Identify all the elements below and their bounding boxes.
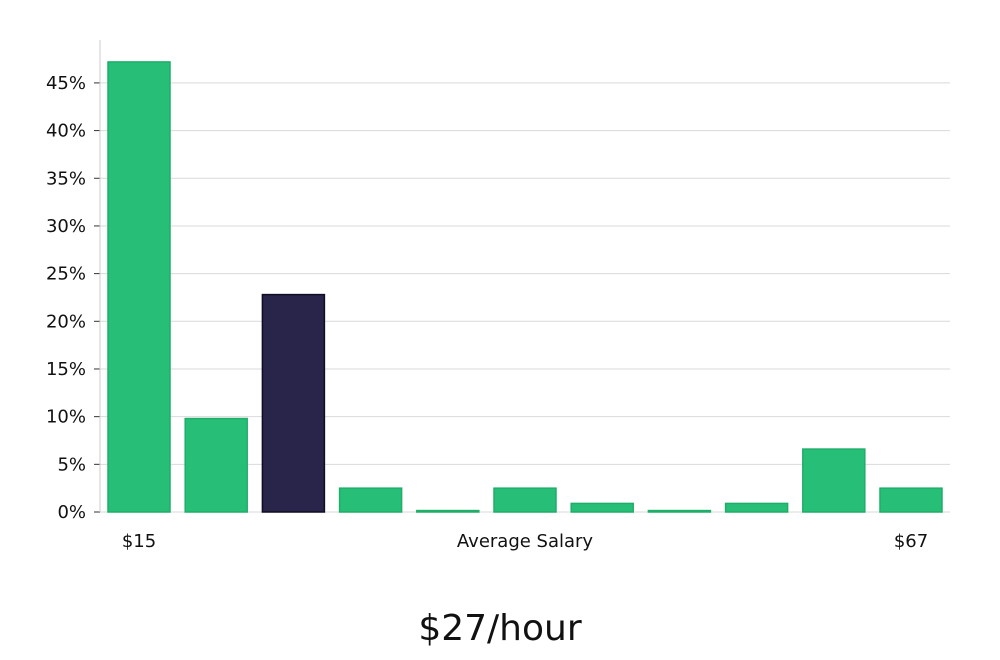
y-tick-label: 45% [46, 73, 86, 94]
y-tick-label: 30% [46, 216, 86, 237]
y-tick-label: 10% [46, 407, 86, 428]
bar [416, 509, 480, 513]
bar [338, 487, 403, 513]
y-tick-label: 0% [57, 502, 86, 523]
x-end-label: $67 [894, 531, 928, 552]
bar [647, 509, 712, 513]
bar [879, 487, 943, 513]
x-start-label: $15 [122, 531, 156, 552]
x-axis-label: Average Salary [457, 531, 594, 552]
y-tick-label: 5% [57, 454, 86, 475]
y-tick-label: 25% [46, 264, 86, 285]
y-tick-label: 15% [46, 359, 86, 380]
bar [493, 487, 557, 513]
average-salary-headline: $27/hour [418, 608, 582, 649]
y-tick-labels: 0% 5% 10% 15% 20% 25% 30% 35% 40% 45% [46, 73, 86, 523]
y-tick-label: 20% [46, 311, 86, 332]
bar [107, 61, 171, 513]
y-tick-label: 35% [46, 168, 86, 189]
salary-distribution-chart: 0% 5% 10% 15% 20% 25% 30% 35% 40% 45% $15 Average… [46, 40, 950, 552]
bar [184, 417, 248, 513]
bars [107, 61, 943, 513]
bar [724, 502, 789, 513]
axes [94, 40, 101, 513]
bar [570, 502, 634, 513]
y-tick-label: 40% [46, 121, 86, 142]
bar [802, 448, 866, 513]
bar-highlighted [261, 293, 326, 513]
